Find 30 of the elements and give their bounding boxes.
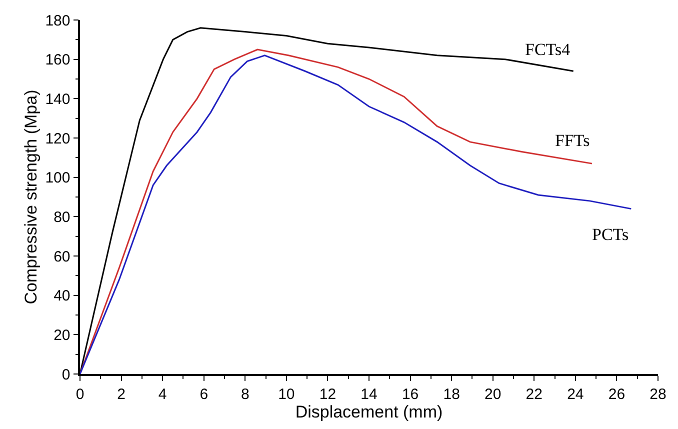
series-label: FCTs4: [525, 40, 571, 59]
y-tick-label: 140: [45, 90, 70, 108]
y-tick-label: 80: [54, 208, 70, 226]
x-tick-label: 2: [117, 386, 126, 403]
x-tick-label: 12: [319, 386, 336, 403]
y-tick-label: 100: [45, 170, 70, 187]
y-tick-label: 0: [62, 366, 70, 384]
y-tick-label: 60: [54, 248, 70, 266]
x-tick-label: 4: [158, 386, 167, 403]
x-tick-label: 24: [567, 386, 584, 403]
x-axis-title: Displacement (mm): [295, 402, 443, 422]
y-tick-label: 20: [54, 326, 70, 344]
y-tick-label: 40: [54, 288, 70, 305]
x-tick-label: 16: [402, 386, 419, 403]
x-tick-label: 22: [526, 386, 542, 403]
y-tick-label: 120: [45, 130, 70, 148]
series-label: FFTs: [555, 131, 590, 150]
y-axis-title: Compressive strength (Mpa): [21, 90, 40, 304]
x-tick-label: 14: [360, 386, 378, 403]
x-tick-label: 28: [650, 386, 666, 403]
series-label: PCTs: [592, 225, 629, 244]
x-tick-label: 10: [278, 386, 295, 403]
x-tick-label: 8: [240, 386, 250, 403]
x-tick-label: 6: [200, 386, 208, 403]
x-tick-label: 26: [608, 386, 626, 403]
x-tick-label: 0: [76, 386, 84, 403]
x-tick-label: 18: [443, 386, 460, 403]
x-tick-label: 20: [484, 386, 502, 403]
y-tick-label: 180: [45, 12, 70, 30]
y-tick-label: 160: [45, 52, 70, 69]
